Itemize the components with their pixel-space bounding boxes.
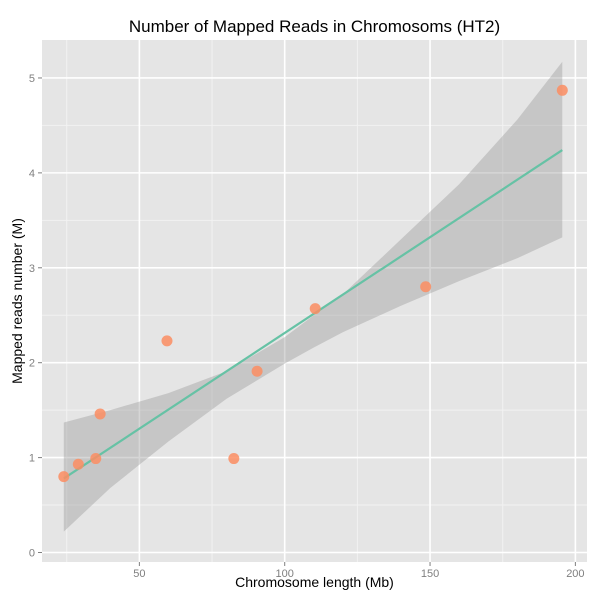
y-tick-label: 5 bbox=[29, 73, 35, 85]
y-tick-label: 1 bbox=[29, 453, 35, 465]
y-axis-ticks: 0 1 2 3 4 5 bbox=[29, 73, 42, 560]
x-tick-label: 100 bbox=[276, 568, 294, 580]
y-axis-label: Mapped reads number (M) bbox=[9, 218, 25, 384]
minor-gridlines bbox=[42, 40, 587, 562]
data-point-10 bbox=[556, 84, 568, 96]
data-point-7 bbox=[251, 365, 263, 377]
y-tick-label: 4 bbox=[29, 168, 35, 180]
plot-panel bbox=[42, 40, 587, 562]
x-axis-ticks: 50 100 150 200 bbox=[133, 562, 585, 580]
data-point-4 bbox=[94, 408, 106, 420]
data-point-6 bbox=[228, 453, 240, 465]
trend-line bbox=[63, 149, 563, 480]
data-point-5 bbox=[161, 335, 173, 347]
data-point-2 bbox=[72, 458, 84, 470]
confidence-band bbox=[63, 61, 563, 532]
data-point-8 bbox=[309, 303, 321, 315]
chart-title: Number of Mapped Reads in Chromosoms (HT… bbox=[129, 17, 500, 36]
x-tick-label: 200 bbox=[566, 568, 584, 580]
data-point-9 bbox=[420, 281, 432, 293]
data-point-3 bbox=[90, 453, 102, 465]
major-gridlines bbox=[42, 40, 587, 562]
data-point-1 bbox=[58, 471, 70, 483]
y-tick-label: 2 bbox=[29, 358, 35, 370]
x-tick-label: 50 bbox=[133, 568, 145, 580]
x-tick-label: 150 bbox=[421, 568, 439, 580]
x-axis-label: Chromosome length (Mb) bbox=[235, 574, 394, 590]
data-points bbox=[58, 84, 568, 483]
y-tick-label: 3 bbox=[29, 263, 35, 275]
y-tick-label: 0 bbox=[29, 548, 35, 560]
